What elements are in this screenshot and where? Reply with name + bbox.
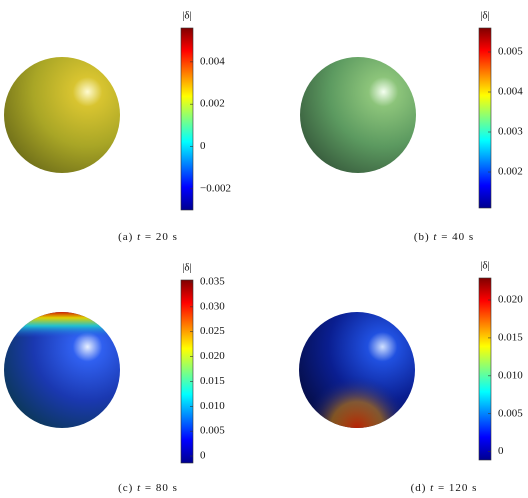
sphere-overlay [299, 312, 415, 428]
caption-variable: t [137, 482, 141, 494]
tick-label: 0.010 [200, 400, 225, 412]
caption-label: (c) [118, 482, 133, 494]
colorbar-label: |δ| [182, 10, 192, 22]
tick-label: 0.002 [200, 98, 225, 110]
colorbar [180, 279, 194, 464]
caption: (b) t = 40 s [414, 231, 474, 243]
tick-label: 0.035 [200, 276, 225, 288]
tick-label: 0.003 [498, 126, 523, 138]
tick-label: 0.005 [498, 407, 523, 419]
caption-variable: t [137, 231, 141, 243]
tick-label: 0.015 [200, 375, 225, 387]
colorbar-label: |δ| [480, 260, 490, 272]
tick-label: 0.025 [200, 325, 225, 337]
caption-variable: t [433, 231, 437, 243]
caption: (a) t = 20 s [118, 231, 178, 243]
sphere-render [4, 57, 120, 173]
caption-value: = 40 s [441, 231, 474, 243]
sphere-render [300, 57, 416, 173]
tick-label: 0.020 [498, 294, 523, 306]
caption: (d) t = 120 s [411, 482, 478, 494]
tick-label: 0.004 [200, 55, 225, 67]
tick-label: 0.005 [498, 46, 523, 58]
colorbar-label: |δ| [480, 10, 490, 22]
tick-label: 0.030 [200, 300, 225, 312]
caption-variable: t [430, 482, 434, 494]
tick-label: 0.002 [498, 166, 523, 178]
colorbar [478, 27, 492, 209]
tick-label: 0 [498, 445, 504, 457]
tick-label: 0.005 [200, 425, 225, 437]
caption-value: = 20 s [145, 231, 178, 243]
tick-label: 0 [200, 450, 206, 462]
caption-value: = 120 s [438, 482, 477, 494]
caption-label: (d) [411, 482, 427, 494]
tick-label: 0.004 [498, 86, 523, 98]
caption: (c) t = 80 s [118, 482, 178, 494]
caption-label: (b) [414, 231, 430, 243]
tick-label: 0.010 [498, 369, 523, 381]
tick-label: 0.020 [200, 350, 225, 362]
colorbar-label: |δ| [182, 262, 192, 274]
colorbar [478, 277, 492, 461]
caption-label: (a) [118, 231, 133, 243]
tick-label: 0 [200, 140, 206, 152]
colorbar [180, 27, 194, 211]
sphere-overlay [4, 312, 120, 428]
tick-label: −0.002 [200, 182, 231, 194]
tick-label: 0.015 [498, 331, 523, 343]
caption-value: = 80 s [145, 482, 178, 494]
